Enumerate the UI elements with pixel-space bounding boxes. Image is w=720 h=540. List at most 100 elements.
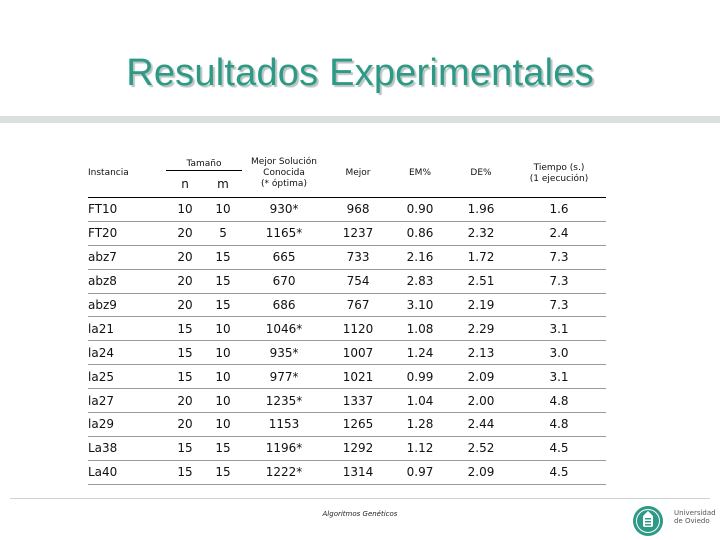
slide-title: Resultados Experimentales xyxy=(126,52,594,94)
university-name-line1: Universidad xyxy=(674,509,716,517)
cell-mejor-conocida: 670 xyxy=(242,269,327,294)
cell-mejor-conocida: 930* xyxy=(242,197,327,222)
cell-mejor-conocida: 665 xyxy=(242,245,327,270)
table-row: la29 20 10 1153 1265 1.28 2.44 4.8 xyxy=(88,412,607,437)
cell-em: 2.83 xyxy=(390,269,451,294)
header-de: DE% xyxy=(470,168,492,178)
cell-n: 20 xyxy=(166,269,204,294)
cell-em: 1.24 xyxy=(390,340,451,366)
cell-mejor: 733 xyxy=(326,245,391,270)
cell-tiempo: 2.4 xyxy=(512,221,607,246)
cell-instancia: La40 xyxy=(88,460,166,485)
table-header: Instancia Tamaño Mejor Solución Conocida… xyxy=(88,150,606,198)
cell-m: 10 xyxy=(204,388,243,414)
cell-em: 1.28 xyxy=(390,412,451,437)
header-tiempo-line2: (1 ejecución) xyxy=(529,173,589,184)
table-row: la25 15 10 977* 1021 0.99 2.09 3.1 xyxy=(88,364,607,390)
cell-tiempo: 3.1 xyxy=(512,364,607,390)
cell-mejor: 1265 xyxy=(326,412,391,437)
table-row: la21 15 10 1046* 1120 1.08 2.29 3.1 xyxy=(88,316,607,342)
cell-n: 15 xyxy=(166,340,204,366)
table-row: abz7 20 15 665 733 2.16 1.72 7.3 xyxy=(88,245,607,270)
cell-mejor: 1292 xyxy=(326,436,391,461)
table-row: abz8 20 15 670 754 2.83 2.51 7.3 xyxy=(88,269,607,294)
cell-tiempo: 4.8 xyxy=(512,412,607,437)
cell-mejor-conocida: 1235* xyxy=(242,388,327,414)
cell-instancia: la24 xyxy=(88,340,166,366)
cell-em: 0.97 xyxy=(390,460,451,485)
cell-m: 10 xyxy=(204,316,243,342)
cell-n: 20 xyxy=(166,293,204,318)
cell-de: 2.51 xyxy=(450,269,513,294)
university-name-line2: de Oviedo xyxy=(674,517,710,525)
title-divider-band xyxy=(0,116,720,123)
cell-instancia: FT10 xyxy=(88,197,166,222)
cell-tiempo: 1.6 xyxy=(512,197,607,222)
cell-em: 2.16 xyxy=(390,245,451,270)
header-mejor-conocida-line3: (* óptima) xyxy=(261,179,307,189)
table-body: FT10 10 10 930* 968 0.90 1.96 1.6 FT20 20 5 1165* 12… xyxy=(88,197,607,485)
footer-divider xyxy=(10,498,710,499)
cell-tiempo: 7.3 xyxy=(512,245,607,270)
cell-mejor-conocida: 1153 xyxy=(242,412,327,437)
cell-tiempo: 4.5 xyxy=(512,460,607,485)
cell-m: 10 xyxy=(204,364,243,390)
cell-tiempo: 4.5 xyxy=(512,436,607,461)
cell-mejor-conocida: 1222* xyxy=(242,460,327,485)
header-mejor-conocida: Mejor Solución Conocida (* óptima) xyxy=(242,150,326,198)
table-row: la27 20 10 1235* 1337 1.04 2.00 4.8 xyxy=(88,388,607,414)
header-mejor-conocida-line1: Mejor Solución xyxy=(251,157,317,167)
header-mejor: Mejor xyxy=(345,168,371,178)
cell-mejor-conocida: 1046* xyxy=(242,316,327,342)
header-tiempo: Tiempo (s.) (1 ejecución) xyxy=(512,150,606,198)
cell-mejor: 754 xyxy=(326,269,391,294)
cell-m: 15 xyxy=(204,293,243,318)
cell-n: 20 xyxy=(166,245,204,270)
cell-mejor: 1237 xyxy=(326,221,391,246)
table-row: La38 15 15 1196* 1292 1.12 2.52 4.5 xyxy=(88,436,607,461)
university-seal-icon xyxy=(633,506,663,536)
cell-mejor: 1337 xyxy=(326,388,391,414)
table-row: la24 15 10 935* 1007 1.24 2.13 3.0 xyxy=(88,340,607,366)
cell-n: 15 xyxy=(166,460,204,485)
table-row: FT20 20 5 1165* 1237 0.86 2.32 2.4 xyxy=(88,221,607,246)
cell-instancia: la21 xyxy=(88,316,166,342)
university-name: Universidad de Oviedo xyxy=(674,509,716,525)
cell-mejor-conocida: 977* xyxy=(242,364,327,390)
cell-m: 10 xyxy=(204,340,243,366)
header-m: m xyxy=(217,176,229,191)
cell-n: 20 xyxy=(166,388,204,414)
cell-n: 10 xyxy=(166,197,204,222)
cell-instancia: FT20 xyxy=(88,221,166,246)
cell-de: 2.09 xyxy=(450,364,513,390)
cell-instancia: La38 xyxy=(88,436,166,461)
cell-em: 3.10 xyxy=(390,293,451,318)
cell-mejor: 968 xyxy=(326,197,391,222)
cell-em: 1.08 xyxy=(390,316,451,342)
table-row: FT10 10 10 930* 968 0.90 1.96 1.6 xyxy=(88,197,607,222)
cell-em: 0.90 xyxy=(390,197,451,222)
cell-mejor-conocida: 1165* xyxy=(242,221,327,246)
cell-instancia: la27 xyxy=(88,388,166,414)
cell-de: 2.09 xyxy=(450,460,513,485)
cell-de: 2.29 xyxy=(450,316,513,342)
cell-tiempo: 3.1 xyxy=(512,316,607,342)
cell-n: 20 xyxy=(166,412,204,437)
cell-em: 1.12 xyxy=(390,436,451,461)
results-table: Instancia Tamaño Mejor Solución Conocida… xyxy=(88,150,607,485)
cell-de: 1.96 xyxy=(450,197,513,222)
cell-m: 15 xyxy=(204,245,243,270)
cell-m: 5 xyxy=(204,221,243,246)
header-tamano: Tamaño xyxy=(166,150,243,171)
cell-mejor-conocida: 1196* xyxy=(242,436,327,461)
cell-m: 10 xyxy=(204,197,243,222)
cell-instancia: abz9 xyxy=(88,293,166,318)
cell-n: 15 xyxy=(166,364,204,390)
cell-mejor: 1314 xyxy=(326,460,391,485)
header-em: EM% xyxy=(409,168,432,178)
table-row: La40 15 15 1222* 1314 0.97 2.09 4.5 xyxy=(88,460,607,485)
table-row: abz9 20 15 686 767 3.10 2.19 7.3 xyxy=(88,293,607,318)
cell-em: 1.04 xyxy=(390,388,451,414)
footer-text: Algoritmos Genéticos xyxy=(322,510,398,518)
cell-mejor-conocida: 686 xyxy=(242,293,327,318)
